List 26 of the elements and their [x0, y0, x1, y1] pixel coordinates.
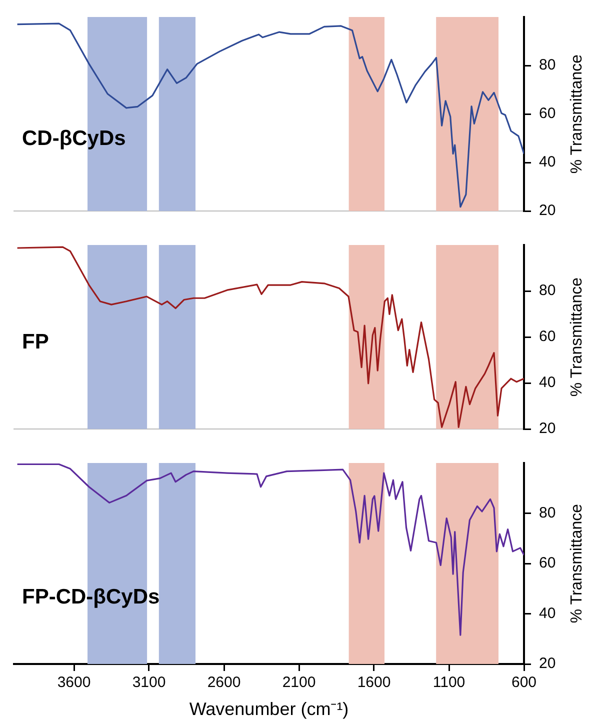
x-tick-label: 3100 — [132, 674, 166, 692]
x-tick-label: 2100 — [282, 674, 316, 692]
x-tick-label: 600 — [511, 674, 537, 692]
y-axis-title: % Transmittance — [568, 277, 586, 397]
y-tick-label: 20 — [539, 655, 556, 672]
y-tick-label: 40 — [539, 374, 556, 392]
y-tick-label: 60 — [539, 105, 556, 122]
x-tick-label: 1600 — [357, 674, 391, 692]
x-tick-label: 3600 — [57, 674, 91, 692]
text: FP-CD-βCyDs — [22, 585, 160, 608]
y-tick-label: 40 — [539, 154, 556, 171]
y-tick-label: 80 — [539, 282, 556, 300]
series-label: CD-βCyDs — [22, 127, 126, 150]
y-tick-label: 60 — [539, 328, 556, 346]
y-axis-title: % Transmittance — [568, 54, 586, 174]
y-tick-label: 20 — [539, 420, 556, 438]
y-tick-label: 80 — [539, 504, 556, 522]
y-tick-label: 60 — [539, 554, 556, 572]
y-tick-label: 80 — [539, 56, 556, 74]
text: FP — [22, 330, 49, 354]
y-axis-title: % Transmittance — [568, 504, 586, 624]
x-axis-title: Wavenumber (cm⁻¹) — [189, 699, 349, 720]
y-tick-label: 20 — [539, 202, 556, 220]
x-tick-label: 1100 — [432, 674, 466, 692]
y-tick-label: 40 — [539, 604, 556, 622]
x-tick-label: 2600 — [207, 674, 241, 692]
